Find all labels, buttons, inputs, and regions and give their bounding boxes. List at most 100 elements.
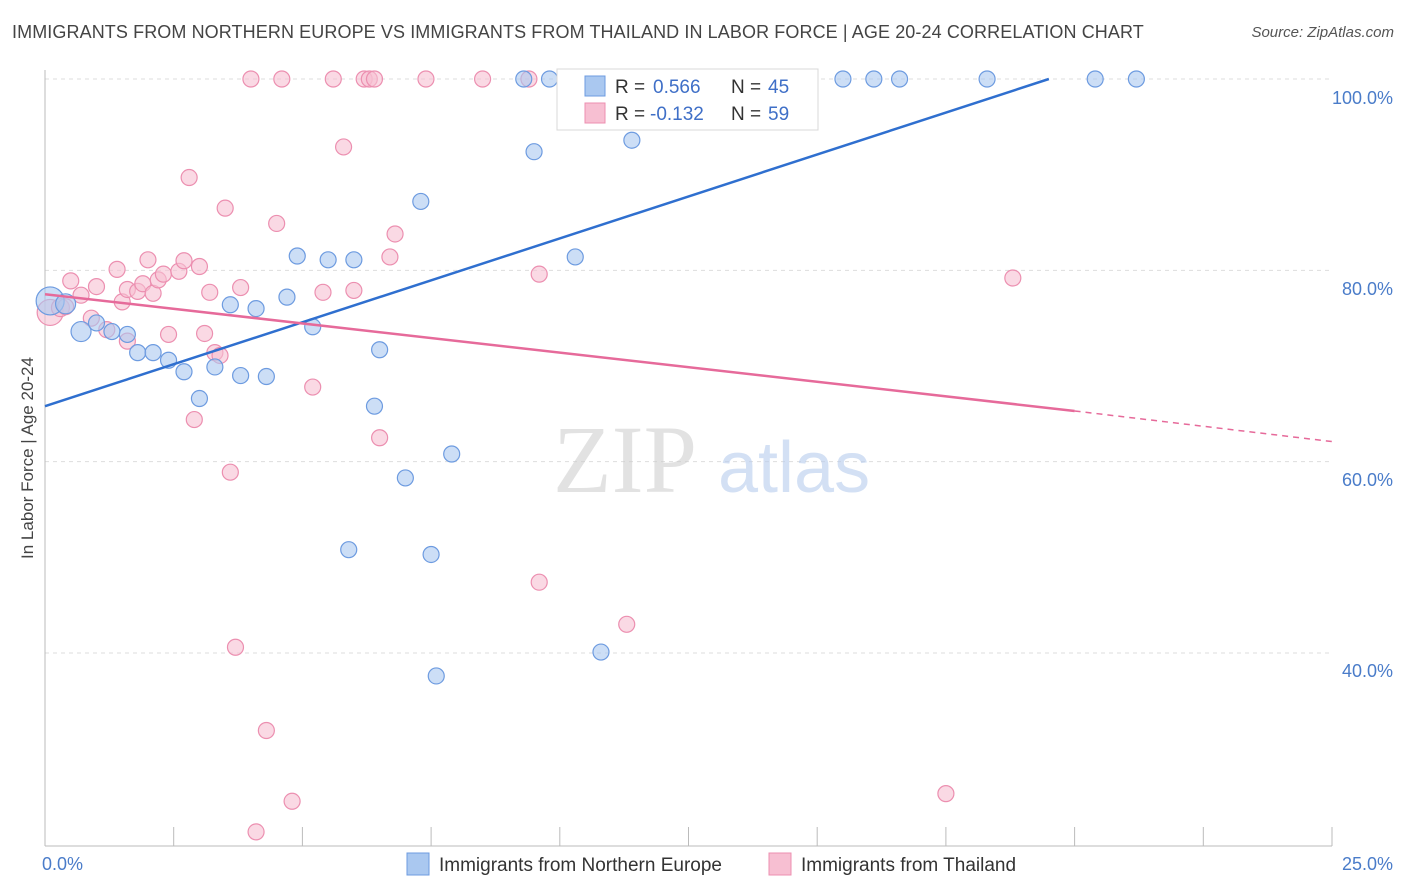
northern-europe-point — [623, 131, 641, 149]
northern-europe-point — [566, 248, 584, 266]
thailand-point — [190, 257, 209, 276]
y-axis-label: In Labor Force | Age 20-24 — [18, 357, 37, 559]
thailand-trendline — [44, 293, 1075, 413]
blue-legend-swatch — [584, 75, 606, 97]
thailand-point — [257, 721, 275, 740]
northern-europe-point — [54, 293, 77, 315]
thailand-point — [530, 265, 548, 283]
thailand-point — [221, 463, 239, 481]
northern-europe-point — [232, 366, 250, 385]
legend-n-value-pink: 59 — [768, 104, 789, 125]
thailand-point — [417, 70, 435, 88]
y-tick-labels: 100.0% 80.0% 60.0% 40.0% — [1332, 88, 1393, 681]
northern-europe-point — [427, 667, 445, 685]
northern-europe-point — [345, 251, 363, 269]
northern-europe-point — [525, 143, 543, 161]
x-tick-label-max: 25.0% — [1342, 854, 1393, 874]
thailand-point — [226, 638, 245, 656]
watermark: ZIP atlas — [553, 406, 870, 513]
northern-europe-point — [257, 367, 275, 386]
northern-europe-point — [365, 397, 384, 415]
thailand-point — [1004, 269, 1022, 287]
y-tick-label: 40.0% — [1342, 661, 1393, 681]
source-label: Source: ZipAtlas.com — [1251, 24, 1394, 41]
northern-europe-point — [592, 643, 610, 661]
legend-r-value-blue: 0.566 — [653, 77, 701, 98]
northern-europe-point — [540, 70, 559, 88]
series-legend: Immigrants from Northern Europe Immigran… — [406, 852, 1016, 876]
trend-lines — [44, 77, 1333, 443]
thailand-point — [937, 785, 955, 803]
x-axis-ticks — [44, 827, 1333, 846]
y-tick-label: 100.0% — [1332, 88, 1393, 108]
thailand-point — [273, 70, 291, 88]
legend-r-value-pink: -0.132 — [650, 104, 704, 125]
series-label-thailand: Immigrants from Thailand — [801, 855, 1016, 876]
northern-europe-point — [422, 545, 440, 564]
northern-europe-point — [890, 70, 909, 88]
thailand-point — [324, 70, 342, 88]
thailand-point — [314, 283, 332, 301]
thailand-point — [175, 252, 193, 270]
northern-europe-trendline — [44, 77, 1050, 408]
northern-europe-point — [175, 363, 193, 381]
northern-europe-point — [247, 300, 265, 318]
northern-europe-point — [87, 314, 106, 332]
thailand-point — [304, 378, 322, 396]
thailand-point — [365, 70, 384, 88]
y-tick-label: 60.0% — [1342, 470, 1393, 490]
legend-n-value-blue: 45 — [768, 77, 789, 98]
thailand-trendline-extension — [1074, 410, 1333, 443]
thailand-point — [618, 615, 636, 633]
stats-legend: R = 0.566 N = 45 R = -0.132 N = 59 — [556, 68, 819, 131]
series-swatch-blue — [406, 852, 430, 876]
thailand-point — [201, 283, 219, 301]
thailand-point — [180, 168, 198, 187]
thailand-point — [345, 281, 363, 300]
northern-europe-points — [35, 70, 1145, 685]
watermark-zip: ZIP — [553, 406, 697, 513]
northern-europe-point — [190, 389, 209, 408]
thailand-point — [242, 70, 260, 88]
northern-europe-point — [412, 192, 430, 211]
northern-europe-point — [443, 445, 461, 463]
northern-europe-point — [396, 469, 414, 487]
northern-europe-point — [118, 325, 136, 344]
northern-europe-point — [144, 344, 162, 362]
x-tick-label-min: 0.0% — [42, 854, 83, 874]
northern-europe-point — [129, 344, 147, 362]
thailand-point — [139, 251, 157, 269]
thailand-point — [232, 278, 250, 297]
thailand-point — [247, 823, 265, 841]
thailand-point — [334, 138, 353, 156]
legend-r-label: R = — [615, 77, 645, 98]
northern-europe-point — [206, 358, 224, 376]
northern-europe-point — [340, 541, 358, 559]
northern-europe-point — [978, 70, 996, 88]
thailand-point — [268, 214, 286, 233]
northern-europe-point — [103, 322, 121, 341]
thailand-point — [154, 265, 173, 283]
thailand-point — [530, 573, 548, 591]
thailand-point — [195, 324, 214, 343]
northern-europe-point — [1086, 70, 1104, 88]
series-label-northern-europe: Immigrants from Northern Europe — [439, 855, 722, 876]
northern-europe-point — [70, 320, 92, 343]
series-swatch-pink — [768, 852, 792, 876]
thailand-point — [159, 325, 178, 344]
northern-europe-point — [288, 247, 306, 265]
watermark-atlas: atlas — [718, 428, 870, 508]
chart-title: IMMIGRANTS FROM NORTHERN EUROPE VS IMMIG… — [12, 22, 1144, 42]
thailand-point — [283, 792, 301, 810]
thailand-point — [87, 277, 106, 296]
y-tick-label: 80.0% — [1342, 279, 1393, 299]
legend-n-label: N = — [731, 104, 761, 125]
thailand-point — [216, 199, 234, 217]
thailand-point — [62, 272, 80, 290]
thailand-point — [371, 429, 389, 447]
legend-n-label: N = — [731, 77, 761, 98]
thailand-point — [473, 70, 492, 88]
northern-europe-point — [371, 341, 389, 359]
thailand-point — [381, 248, 399, 266]
